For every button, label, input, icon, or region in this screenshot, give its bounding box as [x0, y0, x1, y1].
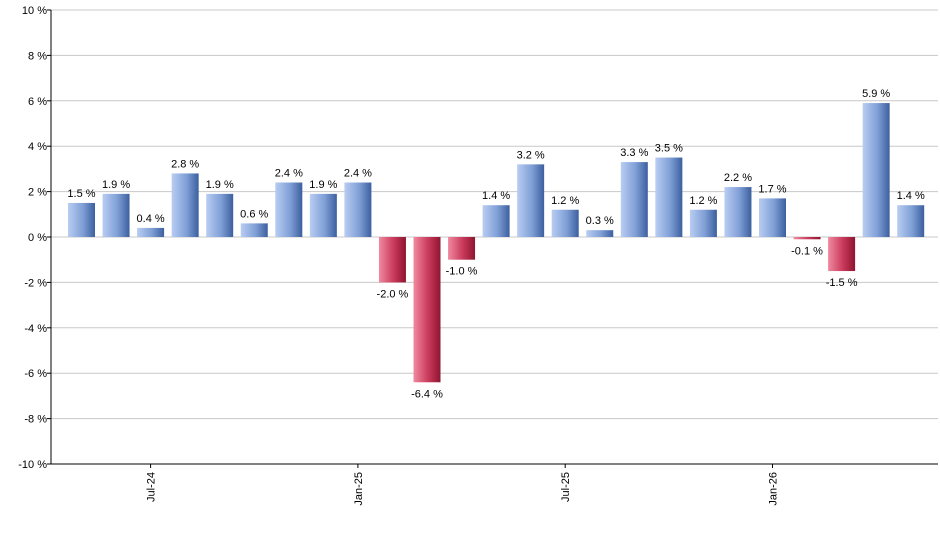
data-label: 1.9 % — [309, 179, 337, 191]
bar — [344, 182, 372, 237]
y-tick-label: -4 % — [24, 323, 47, 335]
y-tick-label: -2 % — [24, 277, 47, 289]
data-label: 1.5 % — [67, 188, 95, 200]
data-label: 5.9 % — [862, 88, 890, 100]
y-tick-label: -6 % — [24, 368, 47, 380]
bar — [309, 193, 337, 237]
x-tick-label: Jan-26 — [768, 472, 780, 506]
bar — [828, 237, 856, 272]
bar — [620, 162, 648, 237]
data-label: 1.2 % — [551, 195, 579, 207]
x-tick-label: Jul-24 — [146, 472, 158, 502]
bars — [68, 103, 925, 383]
bar — [655, 157, 683, 237]
bar — [897, 205, 925, 237]
data-label: 3.5 % — [655, 143, 683, 155]
y-tick-label: 8 % — [28, 50, 47, 62]
data-label: 1.2 % — [689, 195, 717, 207]
data-label: 0.6 % — [240, 208, 268, 220]
data-label: 1.9 % — [102, 179, 130, 191]
bar — [586, 230, 614, 237]
y-tick-label: -10 % — [18, 459, 47, 471]
bar — [724, 187, 752, 237]
data-label: -1.5 % — [826, 277, 858, 289]
data-label: 1.4 % — [897, 190, 925, 202]
y-tick-label: 6 % — [28, 96, 47, 108]
bar — [206, 193, 234, 237]
data-label: 3.2 % — [517, 149, 545, 161]
data-label: -2.0 % — [377, 288, 409, 300]
bar — [517, 164, 545, 237]
data-label: 1.9 % — [206, 179, 234, 191]
bar — [482, 205, 510, 237]
y-tick-label: 2 % — [28, 187, 47, 199]
data-label: 2.4 % — [344, 168, 372, 180]
data-label: 2.8 % — [171, 158, 199, 170]
data-label: 1.4 % — [482, 190, 510, 202]
bar — [102, 193, 130, 237]
bar — [137, 227, 165, 237]
bar — [68, 202, 95, 237]
bar — [551, 209, 579, 237]
axes: 10 % 8 % 6 % 4 % 2 % 0 % -2 % -4 % -6 % -8 % -10 %… — [18, 5, 938, 506]
bar — [759, 198, 786, 237]
data-label: -0.1 % — [791, 245, 823, 257]
y-tick-label: -8 % — [24, 414, 47, 426]
y-tick-label: 0 % — [28, 232, 47, 244]
data-label: 1.7 % — [758, 183, 786, 195]
bar — [240, 223, 268, 237]
data-label: -1.0 % — [446, 266, 478, 278]
data-label: 2.2 % — [724, 172, 752, 184]
bar — [448, 237, 476, 260]
y-tick-label: 10 % — [22, 5, 47, 17]
data-label: 0.4 % — [137, 213, 165, 225]
bar — [689, 209, 717, 237]
bar — [378, 237, 406, 283]
x-tick-label: Jan-25 — [353, 472, 365, 506]
x-tick-label: Jul-25 — [560, 472, 572, 502]
bar — [793, 237, 821, 240]
y-tick-label: 4 % — [28, 141, 47, 153]
data-labels: 1.5 % 1.9 % 0.4 % 2.8 % 1.9 % 0.6 % 2.4 % 1.9 %… — [67, 88, 925, 400]
bar — [413, 237, 441, 383]
bar — [862, 103, 890, 237]
data-label: 0.3 % — [586, 215, 614, 227]
data-label: 2.4 % — [275, 168, 303, 180]
data-label: 3.3 % — [620, 147, 648, 159]
bar — [275, 182, 303, 237]
data-label: -6.4 % — [411, 388, 443, 400]
bar — [171, 173, 199, 237]
